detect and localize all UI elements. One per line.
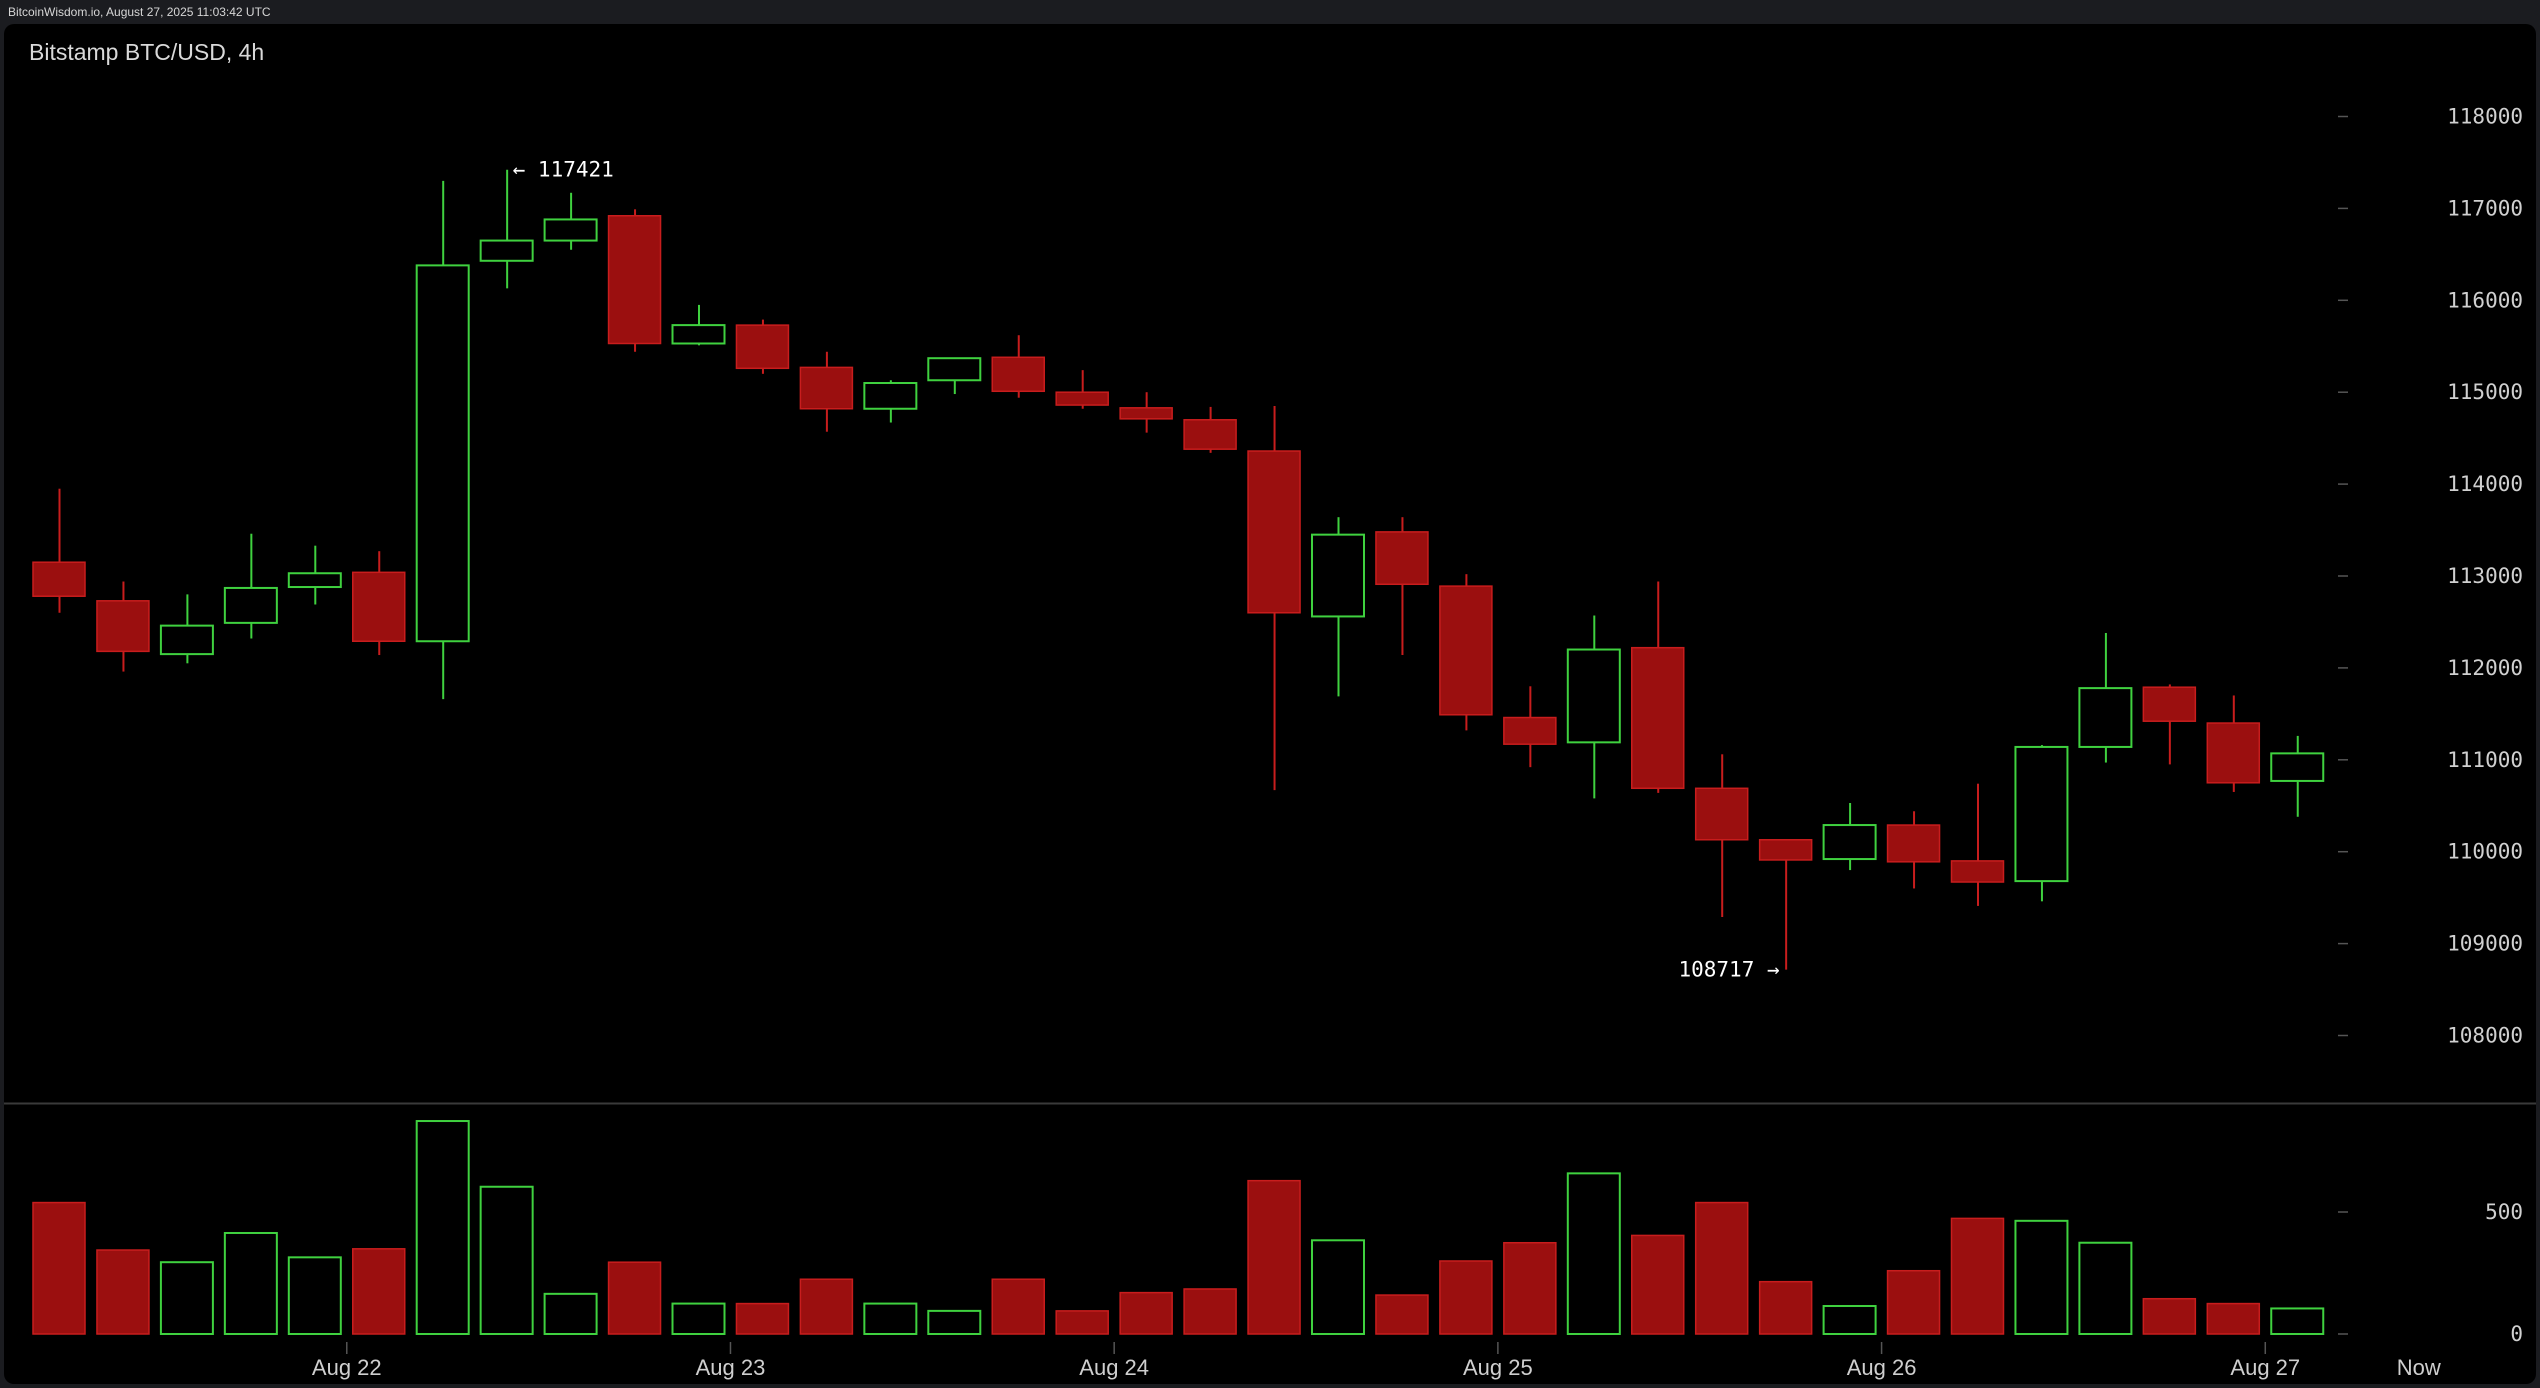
volume-bar-down[interactable] [1119, 1291, 1173, 1335]
candle-body-up[interactable] [1311, 533, 1365, 618]
price-tick-label: 114000 [2447, 472, 2523, 496]
candle-body-down[interactable] [1631, 646, 1685, 790]
volume-bar-up[interactable] [415, 1120, 470, 1336]
candle-body-down[interactable] [735, 324, 790, 370]
volume-bar-up[interactable] [2014, 1219, 2069, 1335]
volume-bar-down[interactable] [1503, 1241, 1557, 1335]
price-tick-label: 116000 [2447, 288, 2523, 312]
volume-bar-down[interactable] [1758, 1280, 1813, 1335]
candle-body-down[interactable] [1183, 419, 1237, 450]
price-tick-label: 111000 [2447, 748, 2523, 772]
price-tick-label: 113000 [2447, 564, 2523, 588]
volume-bar-down[interactable] [1183, 1288, 1237, 1335]
volume-bar-down[interactable] [32, 1201, 86, 1335]
volume-bar-down[interactable] [2142, 1297, 2197, 1335]
candle-body-down[interactable] [1758, 839, 1813, 861]
candle-body-down[interactable] [352, 571, 406, 642]
candle-body-up[interactable] [2078, 687, 2133, 748]
volume-tick-label: 500 [2485, 1200, 2523, 1224]
volume-bar-up[interactable] [1566, 1172, 1621, 1335]
low-price-annotation: 108717 → [1678, 958, 1779, 982]
candle-body-up[interactable] [863, 382, 918, 410]
volume-bar-up[interactable] [287, 1256, 342, 1335]
date-tick-label: Aug 25 [1463, 1355, 1533, 1380]
candle-body-up[interactable] [2014, 745, 2069, 883]
volume-bar-down[interactable] [1055, 1310, 1109, 1335]
candle-body-down[interactable] [799, 366, 854, 410]
volume-bar-up[interactable] [223, 1231, 278, 1336]
volume-bar-up[interactable] [479, 1185, 534, 1336]
candle-body-up[interactable] [223, 586, 278, 624]
date-tick-label: Aug 26 [1847, 1355, 1917, 1380]
volume-bar-up[interactable] [2270, 1307, 2325, 1335]
source-timestamp: BitcoinWisdom.io, August 27, 2025 11:03:… [8, 5, 271, 19]
candle-body-down[interactable] [1950, 860, 2005, 883]
candle-body-up[interactable] [2270, 752, 2325, 782]
price-tick-label: 109000 [2447, 932, 2523, 956]
date-tick-label: Aug 27 [2230, 1355, 2300, 1380]
candle-body-down[interactable] [1055, 391, 1109, 406]
price-tick-label: 118000 [2447, 105, 2523, 129]
candle-body-up[interactable] [287, 572, 342, 589]
date-tick-label: Now [2397, 1355, 2441, 1380]
candle-body-up[interactable] [671, 324, 726, 345]
candle-body-down[interactable] [1503, 716, 1557, 745]
volume-bar-down[interactable] [607, 1261, 662, 1335]
volume-bar-down[interactable] [1631, 1234, 1685, 1335]
candle-body-up[interactable] [1822, 824, 1877, 861]
candle-body-down[interactable] [96, 600, 150, 653]
candlestick-chart[interactable]: 118000 117000 116000 115000 114000 113000 1120… [4, 24, 2536, 1384]
candle-body-up[interactable] [159, 624, 214, 656]
candle-body-down[interactable] [1439, 585, 1493, 716]
volume-bar-down[interactable] [1247, 1179, 1301, 1335]
price-tick-label: 117000 [2447, 196, 2523, 220]
candle-body-down[interactable] [32, 561, 86, 597]
volume-bar-down[interactable] [96, 1249, 150, 1335]
price-tick-label: 115000 [2447, 380, 2523, 404]
candle-body-down[interactable] [1694, 787, 1749, 841]
volume-bar-up[interactable] [159, 1261, 214, 1336]
candle-body-up[interactable] [1566, 648, 1621, 744]
candle-body-up[interactable] [415, 264, 470, 643]
candle-body-down[interactable] [1119, 407, 1173, 420]
candle-body-down[interactable] [2206, 722, 2261, 784]
volume-bar-up[interactable] [863, 1302, 918, 1335]
date-tick-label: Aug 22 [312, 1355, 382, 1380]
candle-body-up[interactable] [479, 239, 534, 262]
price-tick-label: 112000 [2447, 656, 2523, 680]
volume-bar-down[interactable] [1886, 1269, 1941, 1335]
volume-bar-up[interactable] [1311, 1239, 1365, 1336]
candle-body-up[interactable] [927, 357, 982, 382]
price-tick-label: 110000 [2447, 840, 2523, 864]
candle-body-down[interactable] [1247, 450, 1301, 614]
volume-bar-down[interactable] [1375, 1294, 1429, 1335]
volume-bar-up[interactable] [1822, 1305, 1877, 1336]
volume-bar-down[interactable] [1439, 1260, 1493, 1335]
volume-bar-down[interactable] [1950, 1217, 2005, 1335]
candle-body-down[interactable] [991, 356, 1045, 393]
volume-bar-down[interactable] [991, 1278, 1045, 1335]
volume-bar-down[interactable] [1694, 1201, 1749, 1335]
candle-body-up[interactable] [543, 218, 598, 242]
date-tick-label: Aug 24 [1079, 1355, 1149, 1380]
volume-bar-up[interactable] [927, 1309, 982, 1335]
price-tick-label: 108000 [2447, 1024, 2523, 1048]
candle-body-down[interactable] [1375, 531, 1429, 586]
candle-body-down[interactable] [607, 215, 662, 345]
top-bar: BitcoinWisdom.io, August 27, 2025 11:03:… [0, 0, 2540, 24]
chart-frame: 118000 117000 116000 115000 114000 113000 1120… [4, 24, 2536, 1384]
volume-bar-down[interactable] [352, 1248, 406, 1335]
high-price-annotation: ← 117421 [513, 158, 614, 182]
candle-body-down[interactable] [1886, 824, 1941, 863]
volume-bar-down[interactable] [735, 1302, 790, 1335]
date-tick-label: Aug 23 [696, 1355, 766, 1380]
volume-bar-down[interactable] [2206, 1302, 2261, 1335]
volume-tick-label: 0 [2510, 1322, 2523, 1346]
volume-bar-down[interactable] [799, 1278, 854, 1335]
volume-bar-up[interactable] [543, 1292, 598, 1335]
volume-bar-up[interactable] [2078, 1241, 2133, 1335]
chart-title: Bitstamp BTC/USD, 4h [29, 39, 265, 65]
candle-body-down[interactable] [2142, 686, 2197, 722]
volume-bar-up[interactable] [671, 1302, 726, 1335]
